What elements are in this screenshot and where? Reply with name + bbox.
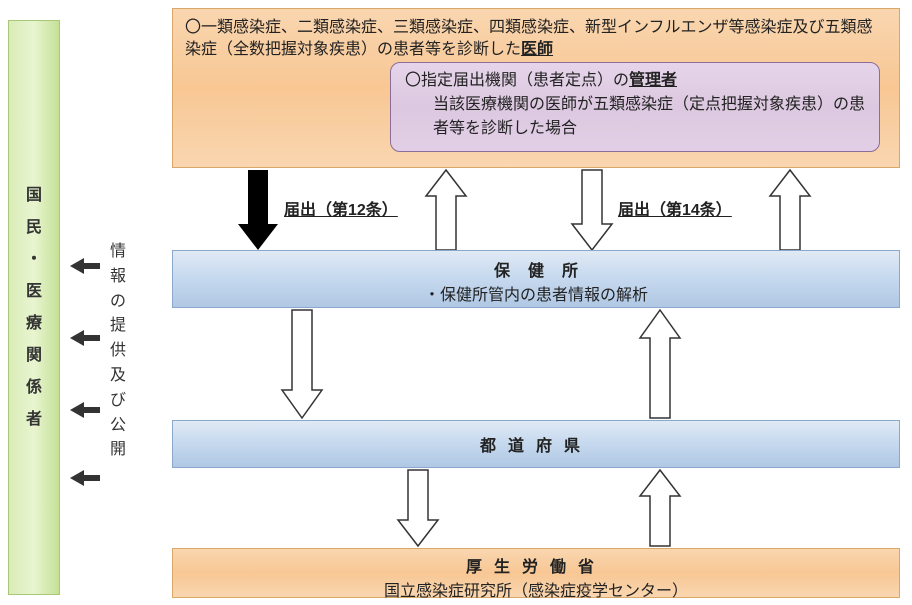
bar-char: 民 bbox=[26, 212, 42, 244]
info-char: 報 bbox=[110, 265, 126, 290]
info-char: び bbox=[110, 389, 126, 414]
info-arrow-icon bbox=[70, 330, 100, 346]
health-center-sub: ・保健所管内の患者情報の解析 bbox=[173, 281, 899, 305]
bar-char: 関 bbox=[26, 340, 42, 372]
open-up-arrow-icon bbox=[426, 170, 466, 250]
bar-char: 者 bbox=[26, 404, 42, 436]
mhlw-sub: 国立感染症研究所（感染症疫学センター） bbox=[173, 577, 899, 601]
prefecture-title: 都道府県 bbox=[480, 432, 592, 456]
physician-text-underline: 医師 bbox=[521, 41, 553, 58]
bar-char: 医 bbox=[26, 276, 42, 308]
mhlw-title: 厚生労働省 bbox=[173, 553, 899, 577]
info-char: 公 bbox=[110, 414, 126, 439]
bar-char: 国 bbox=[26, 180, 42, 212]
info-arrow-icon bbox=[70, 470, 100, 486]
info-arrow-icon bbox=[70, 402, 100, 418]
mhlw-box: 厚生労働省 国立感染症研究所（感染症疫学センター） bbox=[172, 548, 900, 598]
info-char: 開 bbox=[110, 438, 126, 463]
open-up-arrow-icon bbox=[640, 470, 680, 546]
info-char: 情 bbox=[110, 240, 126, 265]
info-char: 提 bbox=[110, 314, 126, 339]
open-down-arrow-icon bbox=[282, 310, 322, 418]
open-down-arrow-icon bbox=[572, 170, 612, 250]
health-center-title: 保健所 bbox=[173, 257, 899, 281]
purple-line1-body: 〇指定届出機関（患者定点）の bbox=[405, 72, 629, 89]
physician-text: 〇一類感染症、二類感染症、三類感染症、四類感染症、新型インフルエンザ等感染症及び… bbox=[185, 17, 887, 60]
info-char: 供 bbox=[110, 339, 126, 364]
info-char: 及 bbox=[110, 364, 126, 389]
health-center-box: 保健所 ・保健所管内の患者情報の解析 bbox=[172, 250, 900, 308]
report-article-12-label: 届出（第12条） bbox=[284, 196, 398, 220]
bar-char: ・ bbox=[26, 244, 42, 276]
bar-char: 療 bbox=[26, 308, 42, 340]
info-char: の bbox=[110, 290, 126, 315]
info-provision-label: 情 報 の 提 供 及 び 公 開 bbox=[110, 240, 160, 530]
left-audience-bar: 国 民 ・ 医 療 関 係 者 bbox=[8, 20, 60, 595]
purple-line1-underline: 管理者 bbox=[629, 72, 677, 89]
purple-line1: 〇指定届出機関（患者定点）の管理者 bbox=[405, 69, 865, 93]
open-up-arrow-icon bbox=[640, 310, 680, 418]
purple-line2: 当該医療機関の医師が五類感染症（定点把握対象疾患）の患者等を診断した場合 bbox=[405, 93, 865, 141]
designated-facility-box: 〇指定届出機関（患者定点）の管理者 当該医療機関の医師が五類感染症（定点把握対象… bbox=[390, 62, 880, 152]
solid-down-arrow-icon bbox=[238, 170, 278, 250]
prefecture-box: 都道府県 bbox=[172, 420, 900, 468]
bar-char: 係 bbox=[26, 372, 42, 404]
open-down-arrow-icon bbox=[398, 470, 438, 546]
info-arrow-icon bbox=[70, 258, 100, 274]
report-article-14-label: 届出（第14条） bbox=[618, 196, 732, 220]
open-up-arrow-icon bbox=[770, 170, 810, 250]
